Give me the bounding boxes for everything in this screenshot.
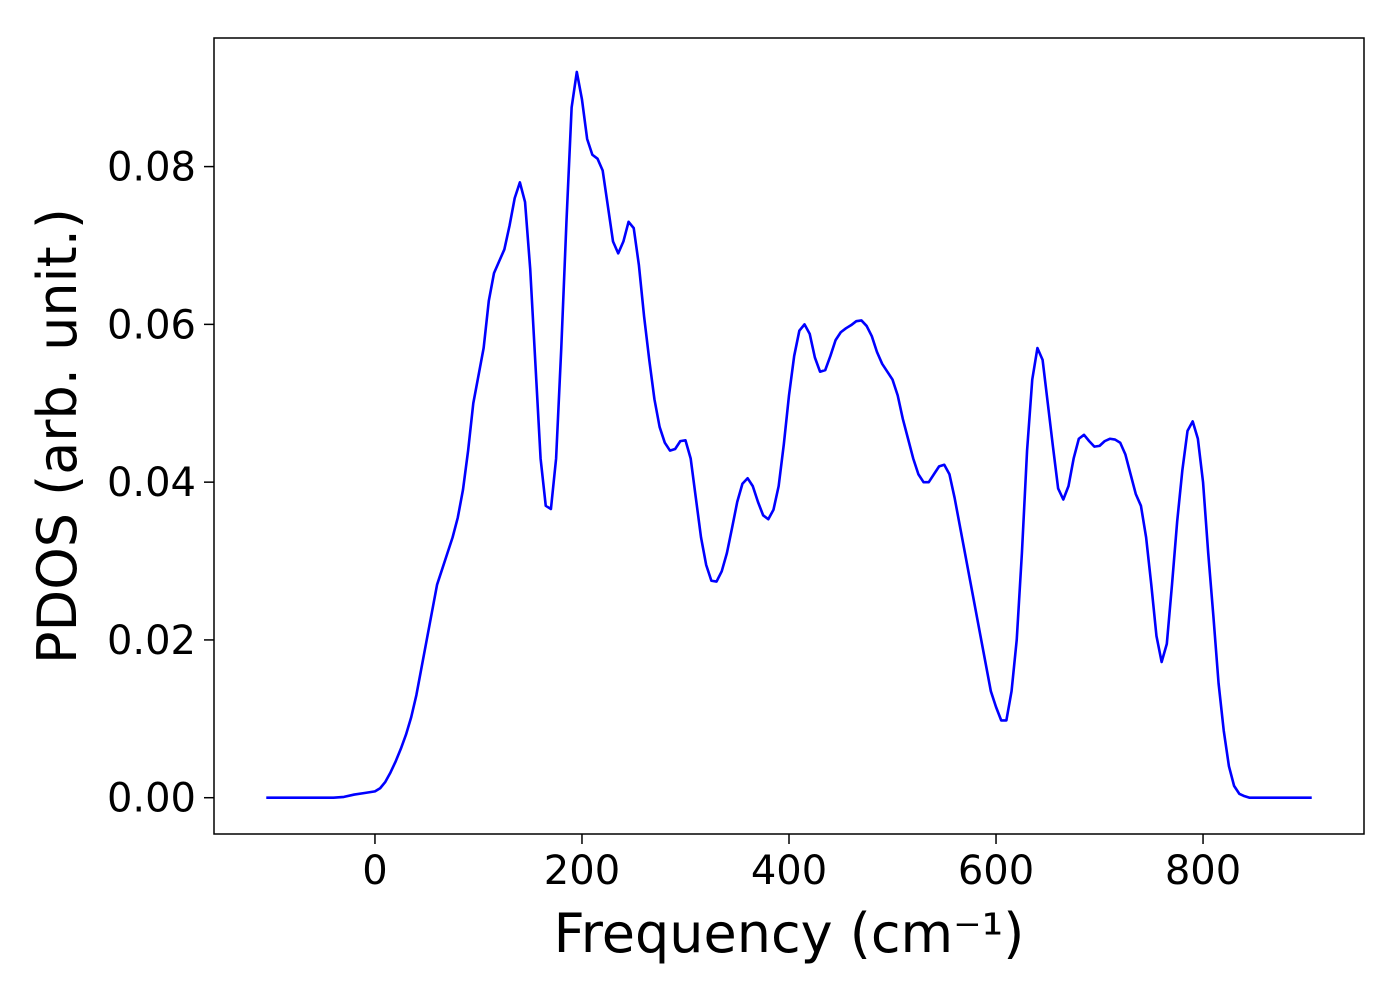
- y-tick-label: 0.04: [107, 460, 196, 506]
- y-tick-label: 0.00: [107, 776, 196, 822]
- x-tick-label: 0: [362, 848, 387, 894]
- x-tick-label: 600: [958, 848, 1034, 894]
- x-axis-label: Frequency (cm⁻¹): [554, 902, 1025, 965]
- x-tick-label: 400: [751, 848, 827, 894]
- y-tick-label: 0.02: [107, 618, 196, 664]
- y-tick-label: 0.06: [107, 302, 196, 348]
- x-tick-label: 800: [1165, 848, 1241, 894]
- y-axis-label: PDOS (arb. unit.): [26, 208, 89, 664]
- data-line: [266, 70, 1312, 800]
- plot-frame: [213, 37, 1365, 835]
- x-tick-label: 200: [544, 848, 620, 894]
- y-tick-label: 0.08: [107, 145, 196, 191]
